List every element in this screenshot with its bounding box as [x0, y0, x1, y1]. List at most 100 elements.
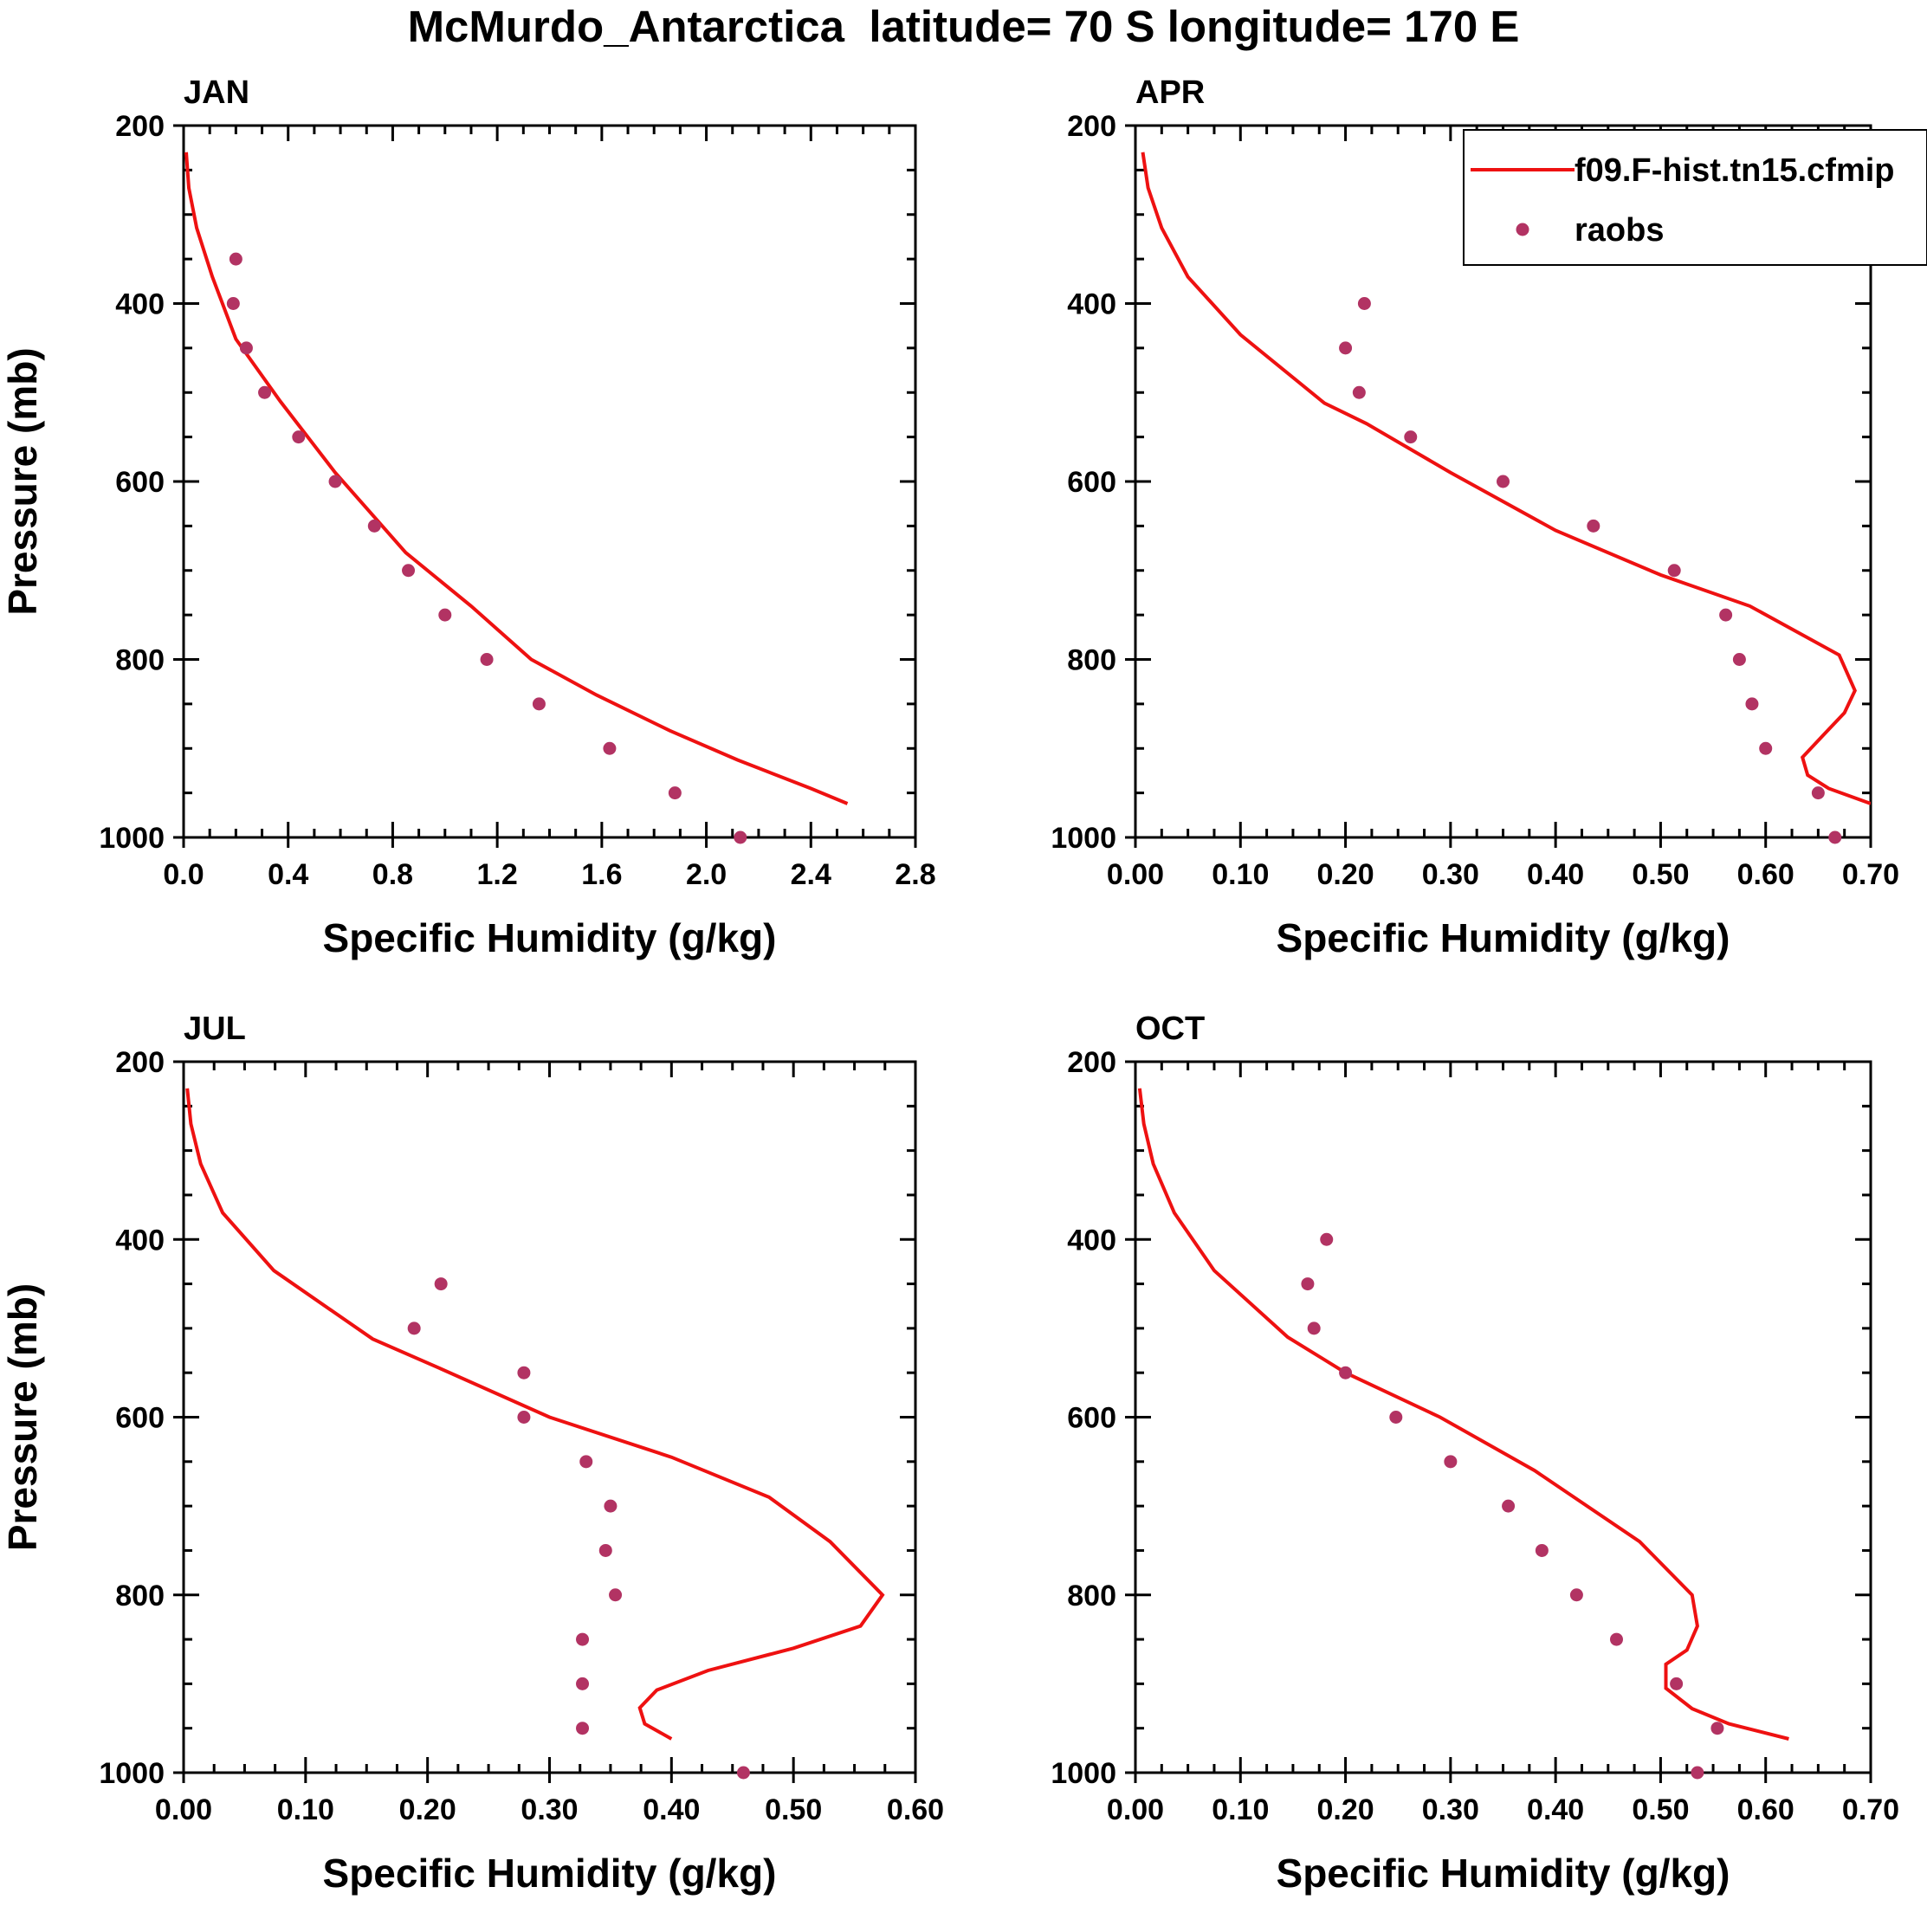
raobs-point [576, 1632, 590, 1646]
raobs-point [576, 1677, 590, 1690]
raobs-point [258, 385, 272, 399]
model-line [1137, 1088, 1789, 1741]
raobs-point [1609, 1632, 1623, 1646]
raobs-point [532, 697, 546, 711]
x-tick-label: 0.00 [155, 1793, 212, 1826]
x-tick-label: 0.40 [643, 1793, 700, 1826]
y-tick-label: 200 [1067, 1046, 1116, 1079]
legend-box [1463, 129, 1927, 266]
x-tick-label: 0.20 [1316, 858, 1374, 891]
raobs-point [229, 252, 242, 266]
y-tick-label: 200 [115, 110, 165, 143]
raobs-point [1587, 519, 1600, 533]
x-tick-label: 0.4 [268, 858, 308, 891]
raobs-point [1357, 297, 1371, 310]
x-tick-label: 0.20 [399, 1793, 456, 1826]
y-tick-label: 200 [1067, 110, 1116, 143]
figure-title: McMurdo_Antarctica latitude= 70 S longit… [407, 2, 1520, 51]
raobs-point [1828, 830, 1842, 844]
x-axis-label: Specific Humidity (g/kg) [323, 1851, 777, 1896]
raobs-point [668, 786, 682, 800]
x-tick-label: 2.4 [791, 858, 831, 891]
x-axis-label: Specific Humidity (g/kg) [1277, 1851, 1730, 1896]
raobs-point [1667, 564, 1681, 578]
x-tick-label: 0.60 [1737, 1793, 1794, 1826]
y-axis-label: Pressure (mb) [0, 347, 45, 615]
raobs-point [1301, 1277, 1315, 1291]
y-tick-label: 800 [1067, 1580, 1116, 1612]
x-tick-label: 0.00 [1107, 858, 1164, 891]
raobs-point [604, 1499, 618, 1513]
raobs-point [1745, 697, 1759, 711]
x-axis-label: Specific Humidity (g/kg) [323, 915, 777, 960]
x-tick-label: 0.50 [1632, 1793, 1689, 1826]
raobs-point [1670, 1677, 1684, 1690]
legend-dot-swatch [1516, 223, 1529, 236]
x-tick-label: 0.8 [372, 858, 413, 891]
y-tick-label: 800 [115, 1580, 165, 1612]
y-tick-label: 600 [115, 1402, 165, 1435]
x-axis-label: Specific Humidity (g/kg) [1277, 915, 1730, 960]
plot-frame [1134, 1060, 1872, 1774]
raobs-point [407, 1321, 421, 1335]
x-tick-label: 0.00 [1107, 1793, 1164, 1826]
plot-frame [182, 124, 917, 839]
raobs-point [480, 653, 494, 666]
raobs-point [367, 519, 381, 533]
raobs-point [1569, 1588, 1583, 1602]
y-tick-label: 1000 [1051, 1757, 1116, 1790]
y-tick-label: 800 [1067, 644, 1116, 677]
raobs-point [1811, 786, 1825, 800]
legend-model-label: f09.F-hist.tn15.cfmip [1575, 152, 1895, 189]
y-tick-label: 600 [1067, 1402, 1116, 1435]
panel-title: APR [1135, 74, 1205, 111]
raobs-point [517, 1366, 531, 1380]
raobs-point [1535, 1543, 1549, 1557]
raobs-point [1759, 741, 1773, 755]
x-tick-label: 0.60 [887, 1793, 944, 1826]
raobs-point [1339, 341, 1353, 355]
y-tick-label: 600 [115, 466, 165, 499]
x-tick-label: 2.0 [686, 858, 727, 891]
raobs-point [603, 741, 617, 755]
x-tick-label: 2.8 [895, 858, 935, 891]
raobs-point [402, 564, 416, 578]
raobs-point [1444, 1455, 1458, 1469]
y-axis-label: Pressure (mb) [0, 1283, 45, 1551]
raobs-point [1719, 608, 1733, 622]
y-tick-label: 1000 [99, 1757, 165, 1790]
y-tick-label: 400 [115, 1224, 165, 1257]
raobs-point [328, 475, 342, 488]
x-tick-label: 0.40 [1527, 1793, 1584, 1826]
raobs-point [1352, 385, 1366, 399]
panel-title: OCT [1135, 1011, 1205, 1047]
raobs-point [1691, 1766, 1704, 1780]
y-tick-label: 400 [1067, 1224, 1116, 1257]
raobs-point [736, 1766, 750, 1780]
panel-title: JUL [184, 1011, 246, 1047]
panel-title: JAN [184, 74, 249, 111]
raobs-point [438, 608, 452, 622]
legend-obs-label: raobs [1575, 212, 1664, 249]
x-tick-label: 0.20 [1316, 1793, 1374, 1826]
x-tick-label: 0.30 [521, 1793, 578, 1826]
x-tick-label: 0.0 [163, 858, 204, 891]
model-line [1141, 152, 1871, 805]
raobs-point [734, 830, 747, 844]
raobs-point [1404, 430, 1418, 444]
y-tick-label: 200 [115, 1046, 165, 1079]
model-line [185, 1088, 885, 1741]
raobs-point [1710, 1722, 1724, 1735]
raobs-point [609, 1588, 623, 1602]
raobs-point [1307, 1321, 1321, 1335]
y-tick-label: 1000 [99, 822, 165, 855]
x-tick-label: 0.30 [1422, 858, 1479, 891]
x-tick-label: 0.50 [1632, 858, 1689, 891]
x-tick-label: 0.40 [1527, 858, 1584, 891]
legend: f09.F-hist.tn15.cfmip raobs [1463, 129, 1927, 266]
model-line [184, 152, 849, 805]
